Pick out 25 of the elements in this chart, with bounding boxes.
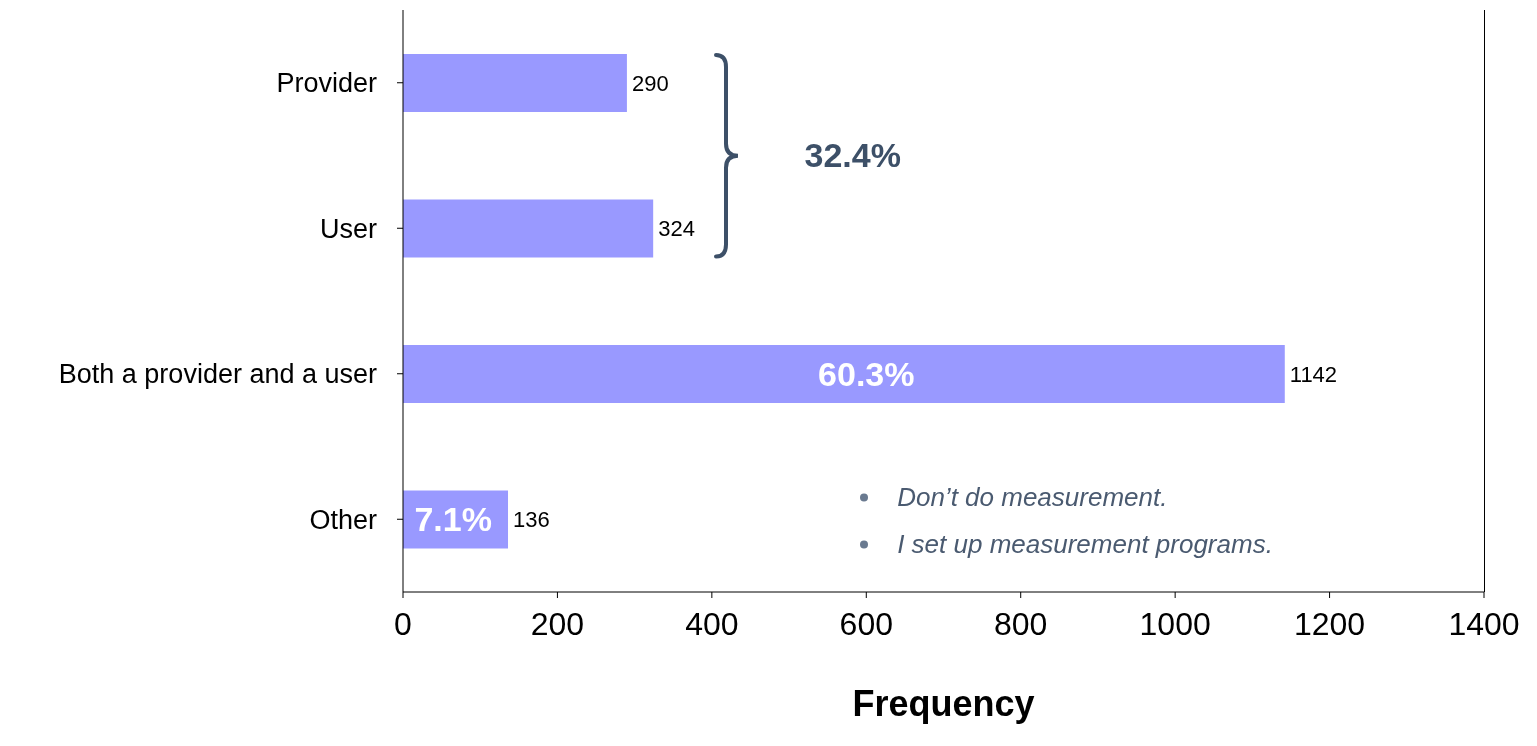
data-label: 290 <box>631 70 669 96</box>
x-tick-label: 1200 <box>1293 605 1366 642</box>
y-tick-label: Other <box>309 504 377 535</box>
annotation: Don’t do measurement. <box>897 481 1168 513</box>
x-tick-label: 400 <box>685 605 739 642</box>
bar <box>403 199 654 258</box>
x-tick-label: 200 <box>530 605 585 642</box>
annotation: 32.4% <box>804 135 901 175</box>
annotation: 60.3% <box>818 354 915 394</box>
data-label: 324 <box>658 216 695 242</box>
annotation: I set up measurement programs. <box>897 528 1273 560</box>
annotation: 7.1% <box>414 499 492 539</box>
x-tick-label: 800 <box>994 605 1048 642</box>
x-axis-title: Frequency <box>851 683 1036 725</box>
data-label: 1142 <box>1289 361 1338 387</box>
x-tick-label: 1400 <box>1448 605 1520 642</box>
x-tick-label: 600 <box>839 605 893 642</box>
x-tick-label: 1000 <box>1139 605 1211 642</box>
y-tick-label: Provider <box>276 68 377 99</box>
y-tick-label: User <box>319 213 377 244</box>
bar <box>403 345 1285 403</box>
y-tick-label: Both a provider and a user <box>58 359 377 390</box>
data-label: 136 <box>513 507 550 533</box>
x-tick-label: 0 <box>394 605 412 642</box>
bar <box>403 54 627 112</box>
